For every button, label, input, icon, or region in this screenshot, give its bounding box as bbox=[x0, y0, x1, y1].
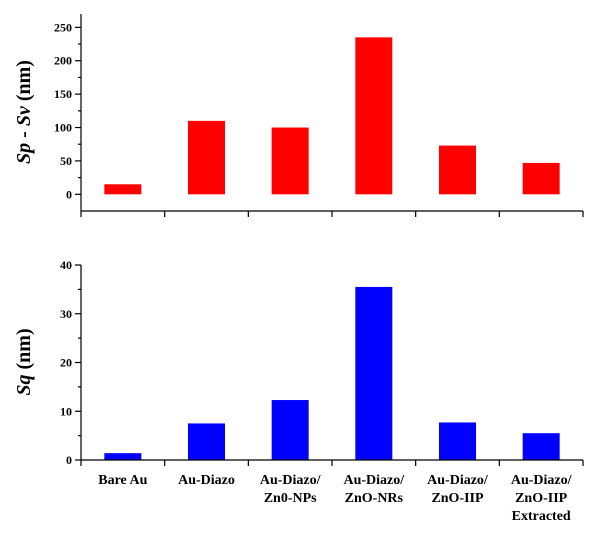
x-category-label: Au-Diazo/ZnO-IIP bbox=[427, 473, 489, 506]
y-tick-label: 50 bbox=[60, 154, 72, 168]
y-tick-label: 250 bbox=[54, 20, 72, 34]
y-axis-title: Sq (nm) bbox=[13, 328, 35, 395]
top-panel-sp-sv: 0 50 100 150 200 250 Sp - Sv (nm) bbox=[13, 14, 584, 217]
x-category-label: Au-Diazo/Zn0-NPs bbox=[260, 473, 322, 506]
bar-sp-sv-0 bbox=[104, 184, 142, 195]
y-axis-title: Sp - Sv (nm) bbox=[13, 60, 35, 164]
y-tick-label: 10 bbox=[60, 404, 72, 418]
x-category-label: Au-Diazo/ZnO-NRs bbox=[343, 473, 405, 506]
bar-sp-sv-1 bbox=[188, 120, 225, 195]
y-tick-label: 200 bbox=[54, 54, 72, 68]
bar-sq-3 bbox=[355, 286, 393, 460]
y-tick-label: 0 bbox=[66, 187, 72, 201]
y-tick-label: 20 bbox=[60, 356, 72, 370]
bottom-panel-sq: 0 10 20 30 40 Bare Au Au-Diazo Au-Diazo/Zn0-NPs… bbox=[13, 258, 584, 524]
bar-sq-2 bbox=[271, 400, 309, 460]
x-category-label: Au-Diazo/ZnO-IIP Extracted bbox=[511, 473, 573, 524]
bar-sq-5 bbox=[522, 433, 560, 460]
y-tick-label: 100 bbox=[54, 121, 72, 135]
bar-sp-sv-5 bbox=[522, 162, 560, 195]
bar-sp-sv-4 bbox=[439, 145, 476, 195]
y-tick-label: 40 bbox=[60, 258, 72, 272]
bar-sq-0 bbox=[104, 453, 142, 460]
bar-sq-1 bbox=[188, 423, 225, 460]
bar-sp-sv-3 bbox=[355, 37, 393, 195]
y-tick-label: 0 bbox=[66, 453, 72, 467]
y-tick-label: 150 bbox=[54, 87, 72, 101]
bar-sq-4 bbox=[439, 422, 476, 460]
x-category-label: Au-Diazo bbox=[178, 473, 235, 488]
bar-sp-sv-2 bbox=[271, 127, 309, 195]
y-tick-label: 30 bbox=[60, 307, 72, 321]
x-category-label: Bare Au bbox=[98, 473, 147, 488]
